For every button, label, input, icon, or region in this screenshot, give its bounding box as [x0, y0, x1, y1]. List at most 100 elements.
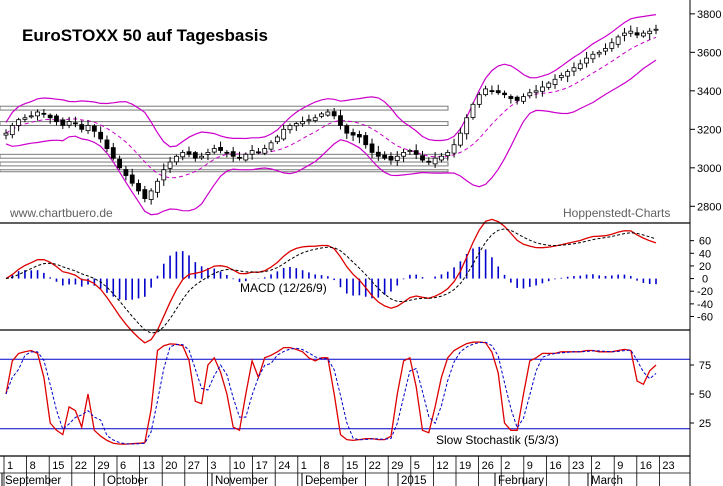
candle-body	[104, 139, 110, 149]
candle-body	[28, 115, 34, 118]
candle-body	[546, 82, 552, 88]
candle-body	[3, 132, 9, 136]
candle-body	[426, 160, 432, 163]
x-axis: 1 8 15 22 29 6 13 20 27 3 10 17 24 1 8 15 22 29 5 12 19 26 2 9 1…	[0, 456, 690, 486]
candle-body	[180, 152, 186, 158]
candle-body	[192, 152, 198, 159]
candle-body	[432, 157, 438, 165]
x-day-label: 2	[595, 460, 601, 472]
bollinger-upper	[5, 14, 657, 148]
candle-body	[476, 94, 482, 105]
candle-body	[628, 30, 634, 34]
price-tick-label: 3000	[697, 163, 721, 175]
price-tick-label: 3800	[697, 9, 721, 21]
x-day-label: 1	[7, 460, 13, 472]
x-day-label: 23	[572, 460, 584, 472]
candle-body	[401, 152, 406, 157]
candle-body	[325, 111, 331, 116]
candle-body	[508, 96, 514, 99]
candle-body	[350, 132, 356, 136]
price-tick-label: 3400	[697, 86, 721, 98]
candle-body	[230, 151, 236, 157]
candle-body	[603, 48, 608, 52]
x-day-label: 22	[75, 460, 87, 472]
candle-body	[622, 32, 627, 36]
candle-body	[186, 151, 192, 155]
resistance-zone	[0, 169, 449, 173]
candle-body	[312, 117, 318, 121]
candle-body	[293, 123, 299, 127]
candle-body	[540, 86, 545, 92]
candle-body	[331, 111, 337, 117]
candle-body	[110, 147, 116, 159]
macd-tick-label: 40	[699, 248, 711, 260]
x-day-label: 1	[301, 460, 307, 472]
x-day-label: 29	[391, 460, 403, 472]
stochastic-tick-label: 50	[699, 389, 711, 401]
candle-body	[464, 117, 470, 135]
macd-tick-label: -20	[697, 286, 713, 298]
x-day-label: 17	[256, 460, 268, 472]
x-day-label: 22	[369, 460, 381, 472]
x-day-label: 2	[504, 460, 510, 472]
candle-body	[85, 125, 91, 132]
candle-body	[552, 78, 558, 85]
candle-body	[527, 92, 533, 97]
candle-body	[66, 121, 72, 126]
candle-body	[571, 67, 577, 72]
price-tick-label: 3200	[697, 124, 721, 136]
candle-body	[274, 136, 280, 143]
macd-tick-label: -60	[697, 312, 713, 324]
x-day-label: 16	[549, 460, 561, 472]
candle-body	[237, 156, 242, 159]
stochastic-label: Slow Stochastik (5/3/3)	[436, 433, 559, 447]
candle-body	[407, 150, 413, 152]
candle-body	[495, 90, 501, 94]
macd-line	[5, 218, 657, 344]
candle-body	[489, 90, 495, 92]
candle-body	[363, 135, 369, 146]
candle-body	[161, 169, 167, 181]
x-month-label: October	[107, 475, 148, 486]
chart-title: EuroSTOXX 50 auf Tagesbasis	[22, 26, 268, 45]
macd-signal-line	[5, 228, 657, 334]
x-day-label: 9	[527, 460, 533, 472]
x-month-label: November	[215, 475, 268, 486]
macd-tick-label: 0	[702, 274, 708, 286]
macd-tick-label: 60	[699, 236, 711, 248]
macd-tick-label: 20	[699, 261, 711, 273]
x-month-label: February	[498, 475, 544, 486]
x-month-label: March	[591, 475, 623, 486]
candle-body	[211, 148, 217, 153]
candle-body	[199, 155, 205, 159]
candle-body	[54, 115, 59, 123]
candle-body	[148, 190, 154, 200]
candle-body	[41, 112, 47, 115]
candle-body	[79, 124, 85, 130]
x-day-label: 20	[165, 460, 177, 472]
macd-tick-label: -40	[697, 299, 713, 311]
candle-body	[338, 115, 343, 126]
candle-body	[117, 158, 122, 169]
candle-body	[640, 32, 646, 37]
stochastic-panel: Slow Stochastik (5/3/3) 75 50 25	[0, 341, 711, 447]
resistance-zone	[0, 121, 449, 126]
candle-body	[369, 143, 375, 153]
macd-label: MACD (12/26/9)	[240, 281, 327, 295]
x-day-label: 13	[143, 460, 155, 472]
candle-body	[262, 148, 268, 154]
candle-body	[445, 152, 451, 157]
candle-body	[609, 42, 615, 49]
watermark-left: www.chartbuero.de	[9, 206, 113, 220]
candle-body	[502, 92, 507, 96]
resistance-zone	[0, 161, 449, 167]
candle-body	[319, 113, 324, 117]
x-day-label: 6	[120, 460, 126, 472]
candle-body	[9, 125, 15, 136]
candle-body	[73, 122, 78, 125]
x-day-label: 10	[233, 460, 245, 472]
stochastic-d-line	[5, 341, 657, 445]
candle-body	[394, 155, 400, 161]
candle-body	[596, 51, 602, 55]
candle-body	[577, 63, 583, 69]
